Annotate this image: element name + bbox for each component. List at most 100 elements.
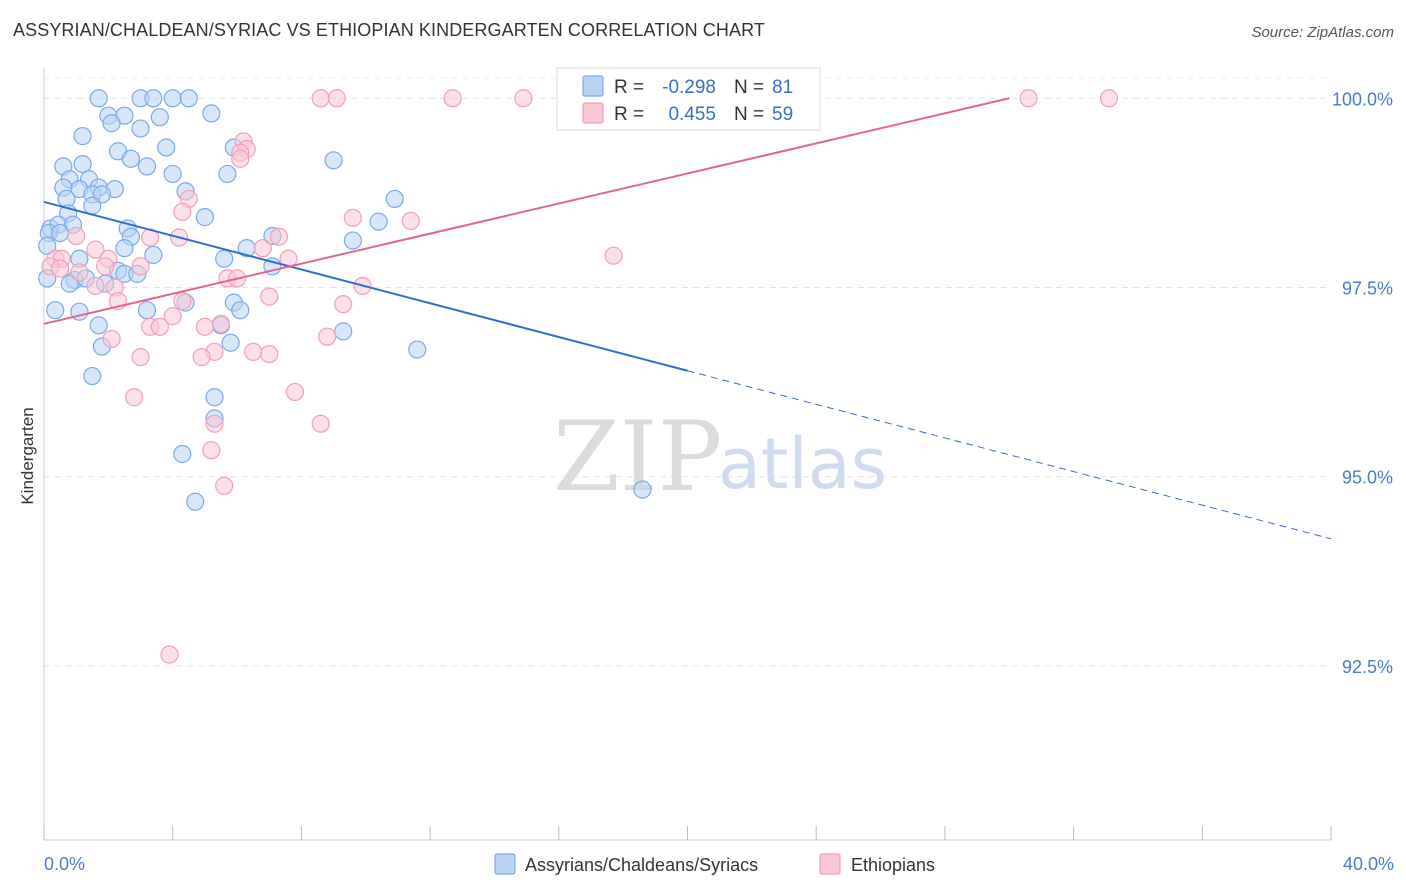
- data-point-assyrians: [179, 89, 198, 108]
- trend-line-assyrians-extension: [687, 370, 1332, 540]
- data-point-ethiopians: [192, 348, 211, 367]
- data-point-assyrians: [137, 301, 157, 320]
- data-point-assyrians: [89, 316, 108, 335]
- data-point-assyrians: [633, 480, 652, 499]
- data-point-ethiopians: [318, 327, 337, 346]
- data-point-assyrians: [202, 104, 221, 123]
- data-point-assyrians: [115, 239, 134, 258]
- data-point-assyrians: [121, 149, 140, 168]
- data-point-ethiopians: [260, 287, 279, 306]
- data-point-ethiopians: [124, 388, 144, 407]
- data-point-ethiopians: [253, 239, 272, 258]
- series-ethiopians-points: [41, 89, 1119, 664]
- data-point-assyrians: [205, 388, 224, 407]
- data-point-assyrians: [38, 236, 57, 255]
- x-ticks: [43, 826, 1332, 840]
- stats-r-value-blue: -0.298: [662, 77, 716, 98]
- watermark-atlas: atlas: [718, 423, 887, 505]
- data-point-assyrians: [73, 155, 92, 174]
- stats-n-label-blue: N =: [734, 77, 764, 98]
- data-point-assyrians: [163, 89, 182, 108]
- data-point-ethiopians: [173, 292, 192, 311]
- y-tick-labels: 100.0% 97.5% 95.0% 92.5%: [1332, 89, 1393, 677]
- trend-line-ethiopians: [43, 97, 1010, 325]
- data-point-ethiopians: [70, 263, 89, 282]
- legend-label-assyrians: Assyrians/Chaldeans/Syriacs: [525, 855, 758, 875]
- data-point-ethiopians: [102, 329, 121, 349]
- data-point-assyrians: [215, 249, 234, 268]
- stats-swatch-blue: [582, 75, 604, 97]
- data-point-ethiopians: [311, 89, 330, 108]
- data-point-ethiopians: [67, 226, 86, 246]
- data-point-ethiopians: [215, 476, 234, 495]
- trend-lines: [43, 97, 1332, 540]
- data-point-ethiopians: [327, 89, 346, 108]
- data-point-ethiopians: [205, 414, 224, 433]
- data-point-ethiopians: [163, 307, 182, 326]
- data-point-assyrians: [343, 231, 362, 250]
- stats-n-label-pink: N =: [734, 104, 764, 125]
- data-point-assyrians: [231, 301, 250, 320]
- data-point-ethiopians: [443, 89, 462, 108]
- data-point-ethiopians: [334, 295, 353, 314]
- data-point-assyrians: [163, 164, 182, 184]
- stats-r-value-pink: 0.455: [668, 104, 716, 125]
- data-point-ethiopians: [260, 344, 279, 364]
- data-point-ethiopians: [195, 317, 214, 336]
- legend-swatch-assyrians: [494, 853, 516, 875]
- data-point-assyrians: [102, 114, 121, 133]
- y-tick-label: 100.0%: [1332, 89, 1393, 109]
- chart-title: ASSYRIAN/CHALDEAN/SYRIAC VS ETHIOPIAN KI…: [13, 20, 765, 40]
- data-point-assyrians: [144, 245, 163, 265]
- legend-item-ethiopians[interactable]: Ethiopians: [819, 853, 935, 875]
- data-point-assyrians: [46, 301, 65, 320]
- stats-r-label-pink: R =: [614, 104, 644, 125]
- data-point-ethiopians: [1019, 89, 1038, 108]
- trend-line-assyrians: [43, 200, 688, 372]
- y-axis-label: Kindergarten: [18, 407, 37, 504]
- data-point-assyrians: [157, 138, 176, 157]
- data-point-ethiopians: [131, 257, 150, 276]
- stats-box: R = -0.298 N = 81 R = 0.455 N = 59: [556, 67, 821, 131]
- legend-label-ethiopians: Ethiopians: [851, 855, 935, 875]
- legend-swatch-ethiopians: [819, 853, 841, 875]
- data-point-ethiopians: [231, 149, 250, 168]
- stats-r-label-blue: R =: [614, 77, 644, 98]
- data-point-ethiopians: [244, 342, 263, 361]
- data-point-ethiopians: [86, 276, 105, 296]
- stats-n-value-blue: 81: [772, 77, 793, 98]
- x-tick-label-right: 40.0%: [1343, 854, 1394, 874]
- data-point-assyrians: [195, 208, 214, 227]
- series-assyrians-points: [38, 89, 652, 511]
- data-point-assyrians: [131, 119, 150, 138]
- data-point-ethiopians: [160, 645, 179, 664]
- data-point-assyrians: [173, 444, 192, 464]
- data-point-assyrians: [150, 108, 169, 127]
- data-point-ethiopians: [1099, 89, 1119, 108]
- data-point-ethiopians: [202, 441, 221, 460]
- x-tick-label-left: 0.0%: [44, 854, 85, 874]
- data-point-ethiopians: [50, 259, 70, 278]
- data-point-ethiopians: [311, 414, 330, 433]
- data-point-assyrians: [324, 151, 343, 170]
- data-point-assyrians: [221, 333, 240, 352]
- y-tick-label: 95.0%: [1342, 468, 1393, 488]
- data-point-ethiopians: [401, 211, 420, 230]
- data-point-assyrians: [89, 89, 108, 108]
- data-point-assyrians: [144, 89, 163, 108]
- data-point-assyrians: [334, 322, 353, 341]
- data-point-ethiopians: [604, 246, 623, 265]
- data-point-ethiopians: [343, 208, 362, 227]
- data-point-ethiopians: [269, 227, 288, 246]
- legend-item-assyrians[interactable]: Assyrians/Chaldeans/Syriacs: [494, 853, 758, 875]
- data-point-assyrians: [218, 164, 237, 184]
- data-point-ethiopians: [514, 89, 533, 108]
- data-point-assyrians: [137, 157, 157, 176]
- data-point-assyrians: [83, 366, 102, 386]
- data-point-assyrians: [408, 340, 427, 359]
- data-point-assyrians: [73, 127, 92, 146]
- legend: Assyrians/Chaldeans/Syriacs Ethiopians: [494, 853, 935, 875]
- data-point-assyrians: [83, 196, 102, 215]
- data-point-ethiopians: [173, 202, 192, 221]
